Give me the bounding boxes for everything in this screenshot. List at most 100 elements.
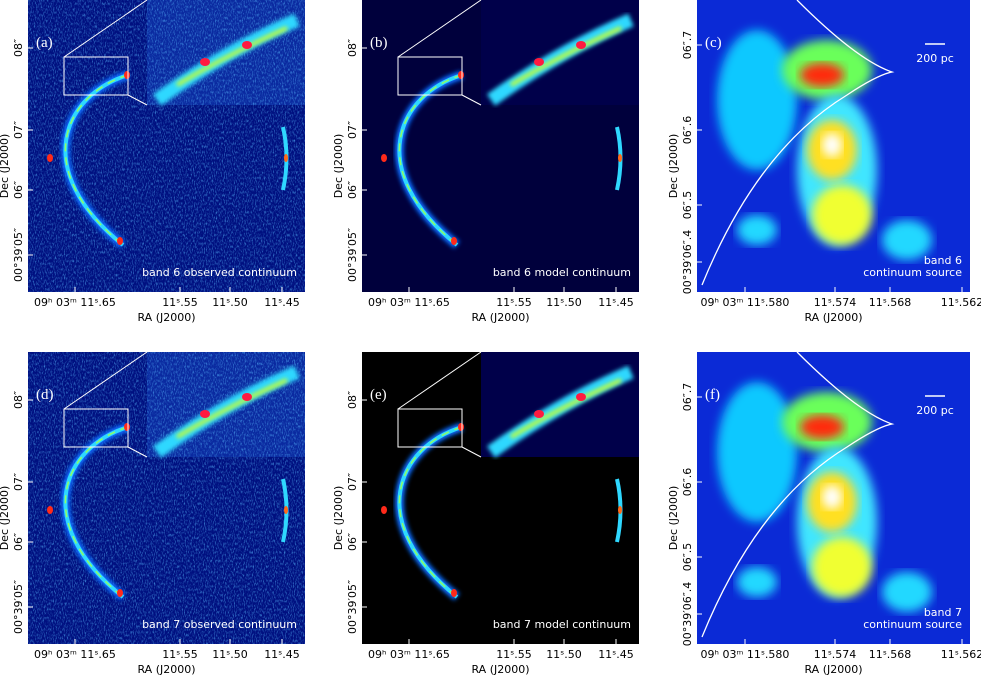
y-tick-label: 00°39′05″ — [346, 580, 359, 634]
zoom-box — [397, 408, 463, 448]
inset-peak — [576, 41, 586, 49]
y-tick-label: 08″ — [346, 391, 359, 409]
y-tick-label: 08″ — [346, 39, 359, 57]
emission — [882, 572, 932, 612]
arc — [63, 425, 129, 599]
x-tick-label: 11ˢ.50 — [546, 648, 582, 661]
zoom-box — [397, 56, 463, 96]
hotspot — [618, 506, 622, 514]
x-tick-label: 11ˢ.562 — [941, 648, 981, 661]
x-label: RA (J2000) — [804, 311, 862, 324]
arc — [397, 73, 463, 247]
x-tick-label: 09ʰ 03ᵐ 11ˢ.65 — [368, 648, 450, 661]
x-label: RA (J2000) — [471, 311, 529, 324]
emission — [800, 415, 844, 439]
caustic — [701, 351, 895, 638]
panel: (a) band 6 observed continuum 08″ 07″ 06″ 00°… — [0, 0, 305, 324]
x-tick-label: 11ˢ.45 — [598, 648, 634, 661]
y-tick-label: 00°39′05″ — [12, 580, 25, 634]
scale-label: 200 pc — [916, 404, 954, 417]
zoom-line — [397, 351, 482, 410]
emission — [812, 537, 872, 597]
caption: band 6 observed continuum — [142, 266, 297, 279]
panel-label: (a) — [36, 35, 53, 51]
x-label: RA (J2000) — [137, 311, 195, 324]
caustic — [701, 0, 895, 286]
x-tick-label: 11ˢ.562 — [941, 296, 981, 309]
y-tick-label: 06″ — [12, 533, 25, 551]
zoom-line — [127, 446, 148, 458]
y-tick-label: 07″ — [346, 121, 359, 139]
y-tick-label: 07″ — [12, 121, 25, 139]
inset-peak — [200, 410, 210, 418]
y-tick-label: 06″.5 — [681, 543, 694, 572]
hotspot — [284, 154, 288, 162]
y-tick-label: 06″.6 — [681, 116, 694, 145]
y-label: Dec (J2000) — [332, 134, 345, 199]
inset-peak — [242, 393, 252, 401]
x-label: RA (J2000) — [471, 663, 529, 676]
zoom-line — [461, 446, 482, 458]
x-tick-label: 11ˢ.50 — [212, 296, 248, 309]
panel: (b) band 6 model continuum 08″ 07″ 06″ 00°39′… — [332, 0, 639, 324]
panel-label: (f) — [705, 387, 720, 403]
emission — [822, 485, 842, 509]
hotspot — [47, 506, 53, 514]
emission — [717, 382, 797, 522]
panel-label: (d) — [36, 387, 54, 403]
arc — [397, 425, 463, 599]
panel: (e) band 7 model continuum 08″ 07″ 06″ 00°39′… — [332, 351, 639, 676]
hotspot — [451, 589, 457, 597]
inset-peak — [242, 41, 252, 49]
zoom-line — [127, 94, 148, 106]
caption: continuum source — [863, 266, 962, 279]
panel-label: (e) — [370, 387, 387, 403]
inset-core — [509, 378, 622, 439]
y-tick-label: 06″.7 — [681, 383, 694, 412]
y-tick-label: 00°39′06″.4 — [681, 230, 694, 295]
hotspot — [381, 154, 387, 162]
caption: band 7 — [924, 606, 962, 619]
hotspot — [458, 71, 464, 79]
y-tick-label: 06″ — [346, 181, 359, 199]
y-tick-label: 06″.5 — [681, 191, 694, 220]
y-tick-label: 07″ — [12, 473, 25, 491]
x-tick-label: 11ˢ.45 — [264, 648, 300, 661]
y-label: Dec (J2000) — [667, 134, 680, 199]
x-tick-label: 11ˢ.55 — [496, 296, 532, 309]
inset-peak — [534, 58, 544, 66]
x-tick-label: 11ˢ.45 — [264, 296, 300, 309]
hotspot — [47, 154, 53, 162]
hotspot — [458, 423, 464, 431]
y-tick-label: 00°39′05″ — [346, 228, 359, 282]
zoom-line — [397, 0, 482, 58]
x-tick-label: 11ˢ.55 — [496, 648, 532, 661]
panel: (d) band 7 observed continuum 08″ 07″ 06″ 00°… — [0, 351, 305, 676]
zoom-line — [63, 351, 148, 410]
arc — [63, 73, 129, 247]
x-tick-label: 09ʰ 03ᵐ 11ˢ.65 — [34, 648, 116, 661]
y-tick-label: 07″ — [346, 473, 359, 491]
x-tick-label: 11ˢ.50 — [546, 296, 582, 309]
emission — [812, 185, 872, 245]
y-label: Dec (J2000) — [332, 486, 345, 551]
hotspot — [117, 589, 123, 597]
hotspot — [124, 423, 130, 431]
y-label: Dec (J2000) — [0, 134, 11, 199]
x-tick-label: 09ʰ 03ᵐ 11ˢ.65 — [34, 296, 116, 309]
panel-label: (b) — [370, 35, 388, 51]
emission — [822, 133, 842, 157]
y-tick-label: 06″ — [346, 533, 359, 551]
y-tick-label: 06″ — [12, 181, 25, 199]
caption: band 7 observed continuum — [142, 618, 297, 631]
caption: continuum source — [863, 618, 962, 631]
x-tick-label: 11ˢ.568 — [869, 296, 912, 309]
zoom-line — [63, 0, 148, 58]
hotspot — [124, 71, 130, 79]
emission — [717, 30, 797, 170]
caption: band 6 — [924, 254, 962, 267]
x-tick-label: 11ˢ.55 — [162, 296, 198, 309]
